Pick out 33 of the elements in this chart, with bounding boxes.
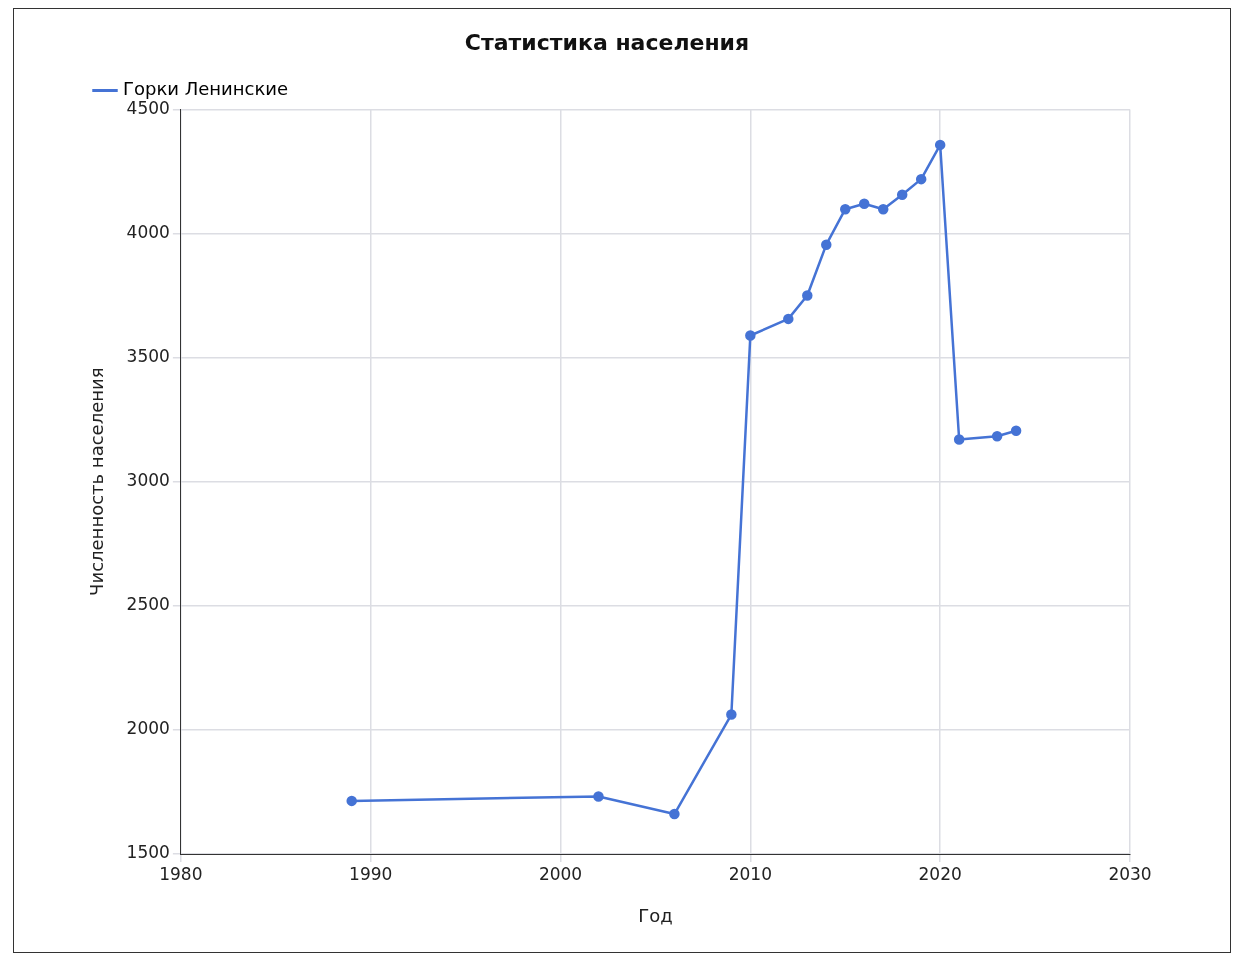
point — [802, 290, 813, 301]
point — [745, 330, 756, 341]
point — [877, 203, 889, 215]
y-tick-label: 3000 — [126, 470, 170, 491]
chart-title: Статистика населения — [464, 29, 750, 55]
y-tick-label: 3500 — [126, 346, 170, 367]
point — [669, 808, 680, 820]
x-axis-title: Год — [638, 904, 673, 926]
x-tick-label: 2020 — [918, 863, 962, 884]
y-tick-label: 2000 — [126, 718, 170, 739]
point — [934, 139, 946, 151]
point — [821, 239, 832, 250]
y-tick-label: 1500 — [126, 842, 170, 863]
point — [991, 431, 1003, 442]
point — [726, 709, 737, 720]
x-tick-label: 1980 — [159, 863, 203, 884]
x-tick-label: 2000 — [538, 863, 583, 884]
x-tick-label: 2030 — [1108, 863, 1152, 884]
point — [840, 203, 851, 215]
point — [915, 173, 927, 185]
point — [346, 795, 357, 807]
point — [1010, 425, 1022, 437]
point — [783, 313, 794, 325]
point — [953, 434, 965, 445]
point — [593, 791, 604, 802]
y-tick-label: 2500 — [126, 594, 170, 615]
legend-label: Горки Ленинские — [123, 78, 289, 100]
point — [858, 198, 870, 209]
point — [896, 189, 908, 201]
y-axis-title: Численность населения — [86, 367, 108, 596]
x-tick-label: 2010 — [728, 863, 772, 884]
x-tick-label: 1990 — [349, 863, 393, 884]
y-tick-label: 4000 — [126, 221, 170, 242]
